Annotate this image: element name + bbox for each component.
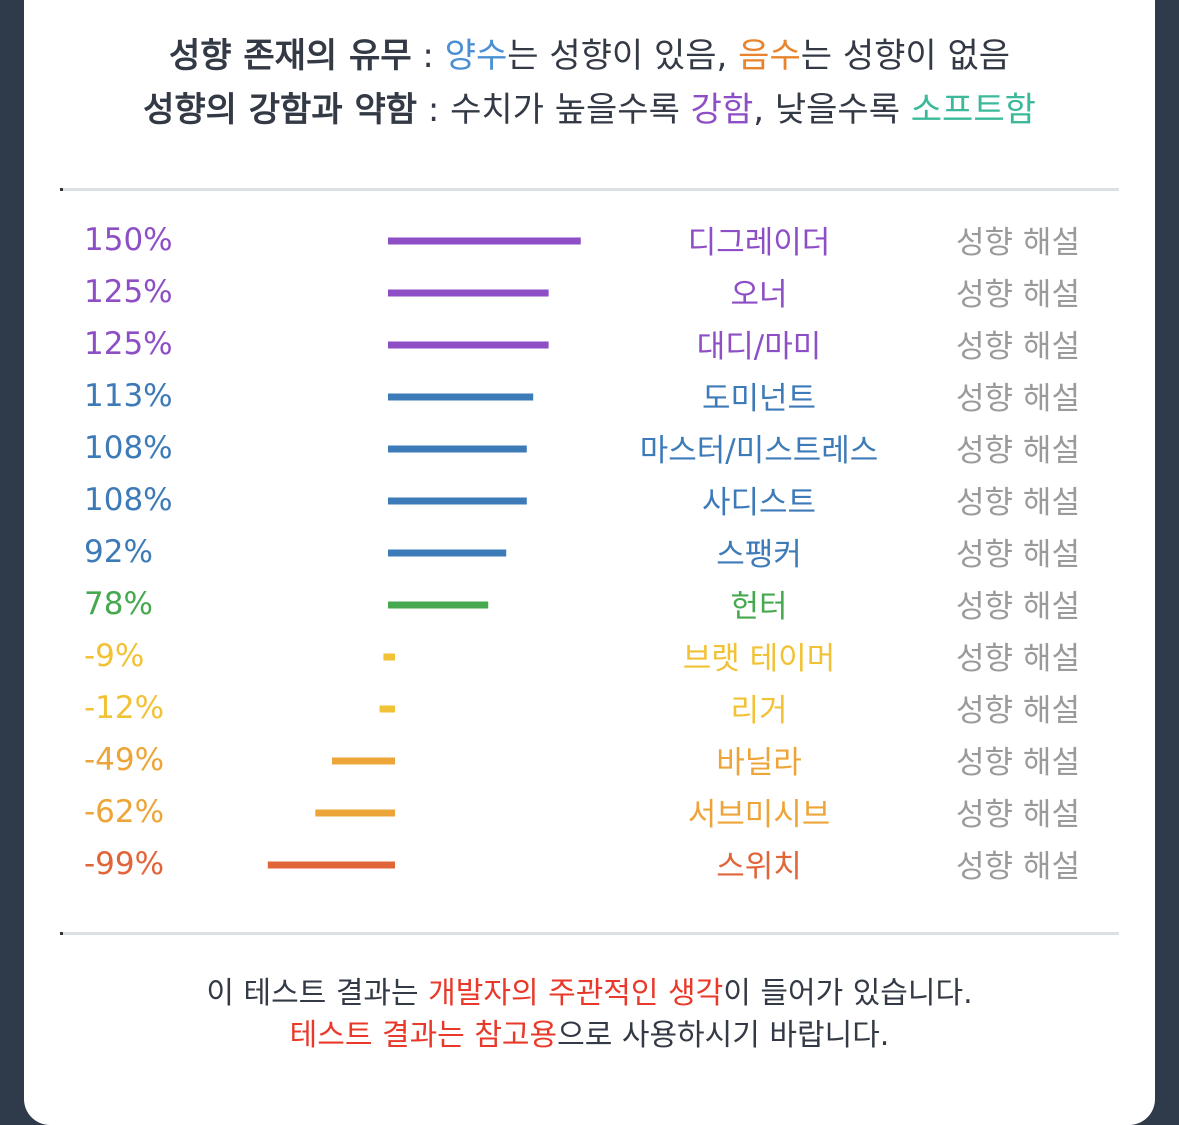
category-label: 마스터/미스트레스 [640,433,879,469]
bottom-divider [60,932,1119,935]
category-label: 리거 [730,693,787,729]
value-label: 125% [84,274,173,310]
legend-strength-text-2: , 낮을수록 [753,90,911,130]
bar [379,705,395,713]
legend-sep: : [417,90,451,130]
tendency-explanation-link[interactable]: 성향 해설 [956,537,1080,573]
footer-highlight: 개발자의 주관적인 생각 [428,976,724,1011]
bar [388,341,549,349]
legend-positive-word: 양수 [444,36,508,76]
category-label: 브랫 테이머 [683,641,835,677]
category-label: 스팽커 [716,537,802,573]
bar [388,237,581,245]
tendency-explanation-link[interactable]: 성향 해설 [956,589,1080,625]
category-label: 서브미시브 [688,797,831,833]
footer-text: 이 테스트 결과는 [206,976,429,1011]
value-label: -49% [84,742,164,778]
value-label: -62% [84,794,164,830]
bar [388,445,527,453]
bar [267,861,395,869]
tendency-explanation-link[interactable]: 성향 해설 [956,745,1080,781]
category-label: 헌터 [730,589,787,625]
value-label: 78% [84,586,153,622]
top-divider [60,188,1119,191]
bar [388,497,527,505]
legend-line-strength: 성향의 강함과 약함 : 수치가 높을수록 강함, 낮을수록 소프트함 [24,88,1155,132]
footer-text-2: 이 들어가 있습니다. [723,976,973,1011]
bar [388,393,534,401]
tendency-explanation-link[interactable]: 성향 해설 [956,641,1080,677]
legend-strong-word: 강함 [690,90,754,130]
legend-line-presence: 성향 존재의 유무 : 양수는 성향이 있음, 음수는 성향이 없음 [24,34,1155,78]
tendency-explanation-link[interactable]: 성향 해설 [956,381,1080,417]
value-label: 108% [84,430,173,466]
value-label: -12% [84,690,164,726]
tendency-explanation-link[interactable]: 성향 해설 [956,849,1080,885]
legend-negative-text: 는 성향이 없음 [800,36,1011,76]
category-label: 오너 [730,277,787,313]
bar [388,601,489,609]
tendency-explanation-link[interactable]: 성향 해설 [956,797,1080,833]
category-label: 바닐라 [716,745,802,781]
legend-presence-label: 성향 존재의 유무 [168,36,412,76]
category-label: 사디스트 [702,485,816,521]
category-label: 스위치 [716,849,802,885]
bar [388,549,507,557]
value-label: 113% [84,378,173,414]
tendency-explanation-link[interactable]: 성향 해설 [956,277,1080,313]
legend-soft-word: 소프트함 [910,90,1036,130]
legend-negative-word: 음수 [738,36,801,76]
tendency-explanation-link[interactable]: 성향 해설 [956,485,1080,521]
value-label: -9% [84,638,144,674]
result-card: 성향 존재의 유무 : 양수는 성향이 있음, 음수는 성향이 없음 성향의 강… [24,0,1155,1125]
legend-sep: : [411,36,445,76]
bar [332,757,395,765]
legend-positive-text: 는 성향이 있음, [507,36,739,76]
category-label: 디그레이더 [688,225,831,261]
footer-disclaimer-2: 테스트 결과는 참고용으로 사용하시기 바랍니다. [24,1016,1155,1056]
legend-strength-label: 성향의 강함과 약함 [143,90,418,130]
bar [315,809,395,817]
bar [383,653,395,661]
category-label: 대디/마미 [697,329,822,365]
tendency-explanation-link[interactable]: 성향 해설 [956,225,1080,261]
value-label: 108% [84,482,173,518]
footer-highlight-2: 테스트 결과는 참고용 [289,1018,558,1053]
tendency-explanation-link[interactable]: 성향 해설 [956,329,1080,365]
tendency-explanation-link[interactable]: 성향 해설 [956,433,1080,469]
tendency-explanation-link[interactable]: 성향 해설 [956,693,1080,729]
category-label: 도미넌트 [702,381,816,417]
footer-text-3: 으로 사용하시기 바랍니다. [557,1018,890,1053]
value-label: 92% [84,534,153,570]
value-label: 125% [84,326,173,362]
value-label: 150% [84,222,173,258]
footer-disclaimer-1: 이 테스트 결과는 개발자의 주관적인 생각이 들어가 있습니다. [24,974,1155,1014]
legend-strength-text: 수치가 높을수록 [450,90,691,130]
bar [388,289,549,297]
value-label: -99% [84,846,164,882]
